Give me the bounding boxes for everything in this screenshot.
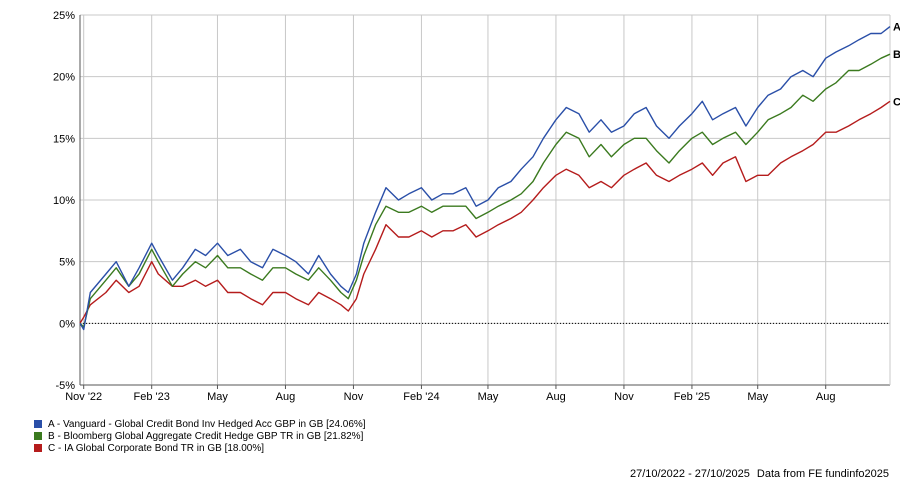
legend: A - Vanguard - Global Credit Bond Inv He… (34, 418, 366, 454)
grid (80, 14, 890, 386)
x-tick-label: May (207, 391, 228, 403)
x-tick-label: Feb '24 (403, 391, 439, 403)
y-tick-label: 25% (53, 10, 75, 22)
y-tick-label: 5% (59, 257, 75, 269)
x-tick-label: Feb '25 (674, 391, 710, 403)
series-end-label-c: C (893, 96, 900, 108)
x-tick-label: Aug (276, 391, 296, 403)
y-tick-label: 20% (53, 72, 75, 84)
x-tick-label: Nov (614, 391, 634, 403)
y-tick-label: 15% (53, 133, 75, 145)
y-tick-label: 10% (53, 195, 75, 207)
legend-swatch-c (34, 444, 42, 452)
date-range: 27/10/2022 - 27/10/2025 (629, 468, 750, 480)
legend-item-a: A - Vanguard - Global Credit Bond Inv He… (34, 418, 366, 430)
legend-label-b: B - Bloomberg Global Aggregate Credit He… (48, 430, 364, 442)
x-tick-label: May (478, 391, 499, 403)
series-lines (79, 26, 891, 331)
legend-item-c: C - IA Global Corporate Bond TR in GB [1… (34, 442, 366, 454)
data-source: Data from FE fundinfo2025 (756, 468, 889, 480)
x-tick-label: Aug (816, 391, 836, 403)
series-end-label-b: B (893, 49, 900, 61)
series-end-label-a: A (893, 22, 900, 34)
legend-swatch-b (34, 432, 42, 440)
x-tick-label: May (747, 391, 768, 403)
x-tick-label: Aug (546, 391, 566, 403)
legend-label-c: C - IA Global Corporate Bond TR in GB [1… (48, 442, 265, 454)
performance-chart: 25% 20% 15% 10% 5% 0% -5%Nov '22 Feb '23 May Aug N… (53, 10, 900, 403)
series-line-b (79, 53, 891, 328)
series-line-a (79, 26, 891, 331)
series-line-c (79, 100, 891, 324)
x-tick-label: Nov '22 (65, 391, 102, 403)
x-tick-label: Nov (344, 391, 364, 403)
end-labels: C B A (893, 22, 900, 109)
axes: 25% 20% 15% 10% 5% 0% -5%Nov '22 Feb '23 May Aug N… (53, 10, 891, 403)
y-tick-label: 0% (59, 318, 75, 330)
y-tick-label: -5% (55, 380, 75, 392)
legend-label-a: A - Vanguard - Global Credit Bond Inv He… (48, 418, 366, 430)
legend-item-b: B - Bloomberg Global Aggregate Credit He… (34, 430, 366, 442)
x-tick-label: Feb '23 (134, 391, 170, 403)
legend-swatch-a (34, 420, 42, 428)
footer: 27/10/2022 - 27/10/2025 Data from FE fun… (630, 468, 889, 480)
